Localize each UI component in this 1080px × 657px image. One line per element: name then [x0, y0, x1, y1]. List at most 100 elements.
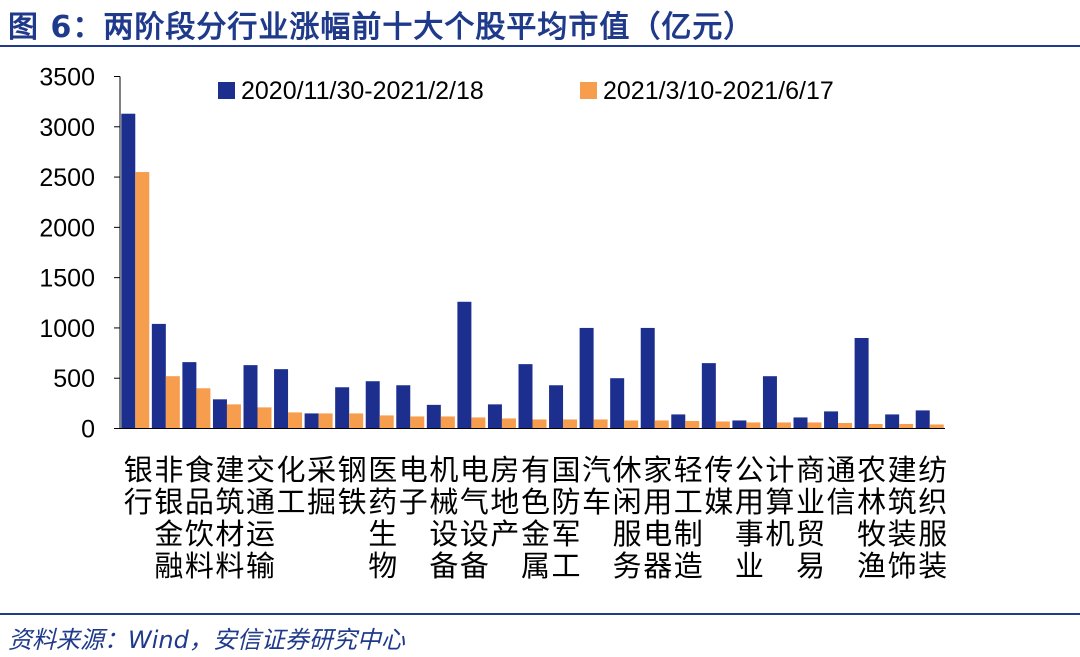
bar-series-2 [654, 420, 669, 429]
bar-series-2 [257, 407, 272, 429]
bar-series-1 [426, 404, 441, 429]
x-category-label: 汽车 [582, 453, 611, 519]
bar-series-1 [365, 381, 380, 429]
bar-series-2 [624, 420, 639, 429]
x-category-label: 通信 [827, 453, 856, 519]
x-category-label: 食品饮料 [185, 453, 214, 583]
footer-divider [0, 613, 1080, 615]
bar-series-1 [335, 387, 350, 429]
bar-series-1 [915, 410, 930, 429]
bar-series-2 [838, 422, 853, 429]
bar-series-1 [671, 414, 686, 429]
source-note: 资料来源：Wind，安信证券研究中心 [8, 626, 405, 654]
bar-series-1 [182, 362, 197, 429]
x-category-label: 休闲服务 [613, 453, 642, 583]
legend-swatch-series-2 [580, 82, 597, 99]
bar-series-1 [579, 327, 594, 429]
x-category-label: 房地产 [490, 453, 519, 551]
bar-series-2 [929, 424, 944, 429]
bar-series-1 [549, 385, 564, 429]
x-category-label: 电子 [399, 453, 428, 519]
bar-series-2 [715, 421, 730, 429]
x-category-label: 采掘 [307, 453, 336, 519]
bar-series-2 [135, 172, 150, 429]
x-category-label: 商业贸易 [796, 453, 825, 583]
bar-series-1 [701, 363, 716, 429]
bar-series-2 [318, 413, 333, 429]
x-category-label: 有色金属 [521, 453, 550, 583]
bar-series-2 [563, 419, 578, 429]
bar-series-2 [532, 419, 547, 429]
legend-label-series-2: 2021/3/10-2021/6/17 [603, 77, 834, 105]
x-category-label: 化工 [277, 453, 306, 519]
y-tick-label: 2500 [39, 164, 95, 192]
bar-series-1 [151, 323, 166, 429]
legend-label-series-1: 2020/11/30-2021/2/18 [241, 77, 484, 105]
x-category-label: 钢铁 [338, 453, 367, 519]
bar-series-1 [793, 417, 808, 429]
bar-series-2 [196, 388, 211, 429]
bar-series-2 [288, 412, 303, 429]
bar-series-2 [868, 423, 883, 429]
bar-series-2 [440, 416, 455, 429]
bar-series-2 [501, 418, 516, 429]
x-category-label: 公用事业 [735, 453, 764, 583]
bar-series-1 [121, 113, 136, 429]
legend: 2020/11/30-2021/2/18 2021/3/10-2021/6/17 [218, 77, 834, 105]
y-tick-label: 2000 [39, 214, 95, 242]
x-category-label: 建筑装饰 [888, 453, 917, 583]
bar-series-2 [685, 420, 700, 429]
bar-series-2 [593, 419, 608, 429]
y-tick-label: 0 [81, 416, 95, 444]
bar-series-1 [610, 378, 625, 429]
bar-series-1 [304, 413, 319, 429]
bar-series-1 [732, 420, 747, 429]
y-tick-label: 1000 [39, 315, 95, 343]
x-category-label: 轻工制造 [674, 453, 703, 583]
figure-title: 图 6：两阶段分行业涨幅前十大个股平均市值（亿元） [8, 10, 755, 45]
bar-series-1 [640, 327, 655, 429]
x-category-label: 交通运输 [246, 453, 275, 583]
x-category-label: 家用电器 [643, 453, 672, 583]
x-category-label: 计算机 [765, 453, 794, 551]
bar-series-2 [165, 376, 180, 429]
bar-series-2 [776, 422, 791, 429]
bar-series-1 [243, 365, 258, 429]
bar-series-2 [226, 404, 241, 429]
title-divider [0, 45, 1080, 47]
bar-series-2 [471, 417, 486, 429]
x-category-label: 机械设备 [429, 453, 458, 583]
bar-series-1 [487, 404, 502, 429]
bar-series-1 [885, 414, 900, 429]
bar-series-1 [396, 385, 411, 429]
bar-series-1 [457, 301, 472, 429]
bars [121, 113, 944, 429]
x-category-label: 纺织服装 [918, 453, 947, 583]
x-category-label: 建筑材料 [215, 453, 244, 583]
bar-series-2 [899, 423, 914, 429]
y-tick-label: 3000 [39, 114, 95, 142]
bar-series-1 [824, 411, 839, 429]
x-category-label: 农林牧渔 [857, 453, 886, 583]
x-category-label: 银行 [124, 453, 153, 519]
x-category-label: 医药生物 [368, 453, 397, 583]
x-category-label: 非银金融 [154, 453, 183, 583]
bar-series-2 [807, 422, 822, 429]
bar-series-2 [746, 422, 761, 429]
legend-swatch-series-1 [218, 82, 235, 99]
bar-series-2 [379, 415, 394, 429]
bar-series-1 [854, 337, 869, 429]
x-axis-labels: 银行非银金融食品饮料建筑材料交通运输化工采掘钢铁医药生物电子机械设备电气设备房地… [120, 428, 947, 583]
x-category-label: 电气设备 [460, 453, 489, 583]
y-axis: 0 500 1000 1500 2000 2500 3000 3500 [39, 64, 121, 444]
y-tick-label: 3500 [39, 64, 95, 92]
x-category-label: 国防军工 [552, 453, 581, 583]
bar-series-1 [518, 364, 533, 429]
bar-series-1 [274, 369, 289, 429]
bar-series-2 [410, 416, 425, 429]
bar-series-1 [762, 376, 777, 429]
y-tick-label: 1500 [39, 265, 95, 293]
x-category-label: 传媒 [704, 453, 733, 519]
bar-series-1 [212, 399, 227, 429]
